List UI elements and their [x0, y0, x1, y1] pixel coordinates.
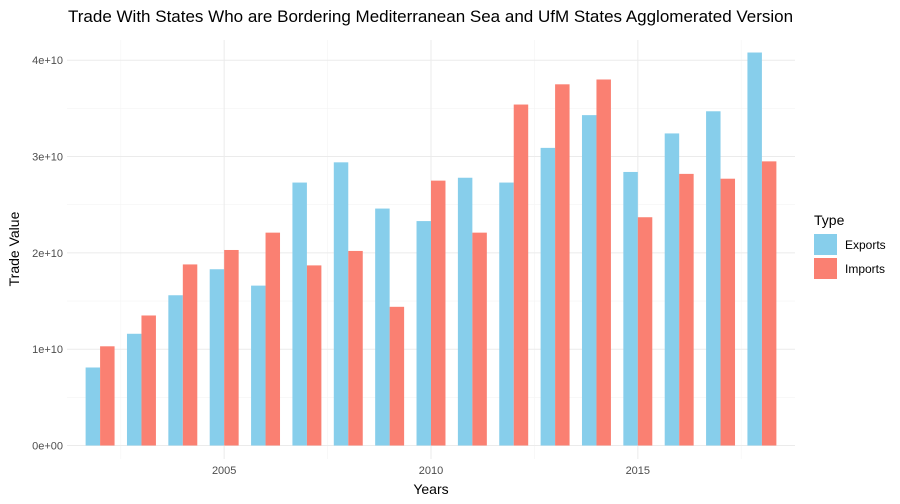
bar-imports-2017: [720, 178, 736, 446]
bar-exports-2006: [251, 285, 266, 446]
bar-exports-2005: [209, 269, 225, 446]
bar-exports-2013: [540, 147, 556, 446]
legend-key-imports: [814, 258, 837, 279]
legend-label-imports: Imports: [845, 262, 885, 276]
bar-exports-2012: [499, 182, 514, 446]
bar-exports-2009: [375, 208, 390, 446]
x-tick-label: 2005: [212, 465, 236, 477]
bar-imports-2003: [141, 315, 156, 446]
bar-imports-2011: [472, 232, 487, 446]
bar-exports-2002: [85, 367, 101, 446]
x-tick-label: 2010: [419, 465, 443, 477]
bar-imports-2006: [265, 232, 281, 446]
bar-imports-2009: [389, 306, 405, 446]
x-axis-title: Years: [413, 481, 448, 497]
y-tick-label: 1e+10: [32, 344, 63, 356]
y-axis-ticks: 0e+00 1e+10 2e+10 3e+10 4e+10: [32, 55, 63, 452]
bar-imports-2002: [100, 346, 115, 446]
legend-key-exports: [814, 234, 837, 255]
bar-imports-2008: [348, 250, 363, 446]
x-tick-label: 2015: [626, 465, 650, 477]
bar-imports-2016: [679, 173, 694, 446]
bar-imports-2018: [761, 161, 777, 446]
legend-items: Exports Imports: [814, 234, 886, 279]
bar-exports-2015: [623, 171, 638, 446]
y-tick-label: 0e+00: [32, 441, 63, 453]
y-axis-title: Trade Value: [6, 211, 22, 286]
bar-exports-2016: [664, 133, 680, 446]
bar-imports-2014: [596, 79, 611, 446]
chart-title: Trade With States Who are Bordering Medi…: [68, 7, 793, 26]
x-axis-ticks: 2005 2010 2015: [212, 465, 650, 477]
bar-exports-2014: [581, 115, 597, 446]
y-tick-label: 3e+10: [32, 152, 63, 164]
bars: [85, 52, 777, 446]
legend-title: Type: [814, 212, 845, 228]
bar-imports-2015: [637, 217, 653, 446]
bar-imports-2004: [182, 264, 198, 446]
bar-exports-2017: [706, 111, 721, 446]
bar-exports-2007: [292, 182, 307, 446]
bar-imports-2012: [513, 104, 529, 446]
legend-label-exports: Exports: [845, 238, 886, 252]
y-tick-label: 2e+10: [32, 248, 63, 260]
bar-imports-2013: [555, 84, 570, 446]
bar-exports-2008: [333, 162, 349, 446]
bar-exports-2010: [416, 221, 431, 446]
bar-exports-2004: [168, 295, 183, 446]
y-tick-label: 4e+10: [32, 55, 63, 67]
bar-imports-2005: [224, 249, 239, 446]
bar-exports-2011: [457, 177, 473, 446]
bar-exports-2018: [747, 52, 762, 446]
bar-imports-2007: [306, 265, 322, 446]
legend: Type Exports Imports: [814, 212, 886, 279]
bar-exports-2003: [126, 333, 142, 446]
bar-imports-2010: [431, 180, 446, 446]
